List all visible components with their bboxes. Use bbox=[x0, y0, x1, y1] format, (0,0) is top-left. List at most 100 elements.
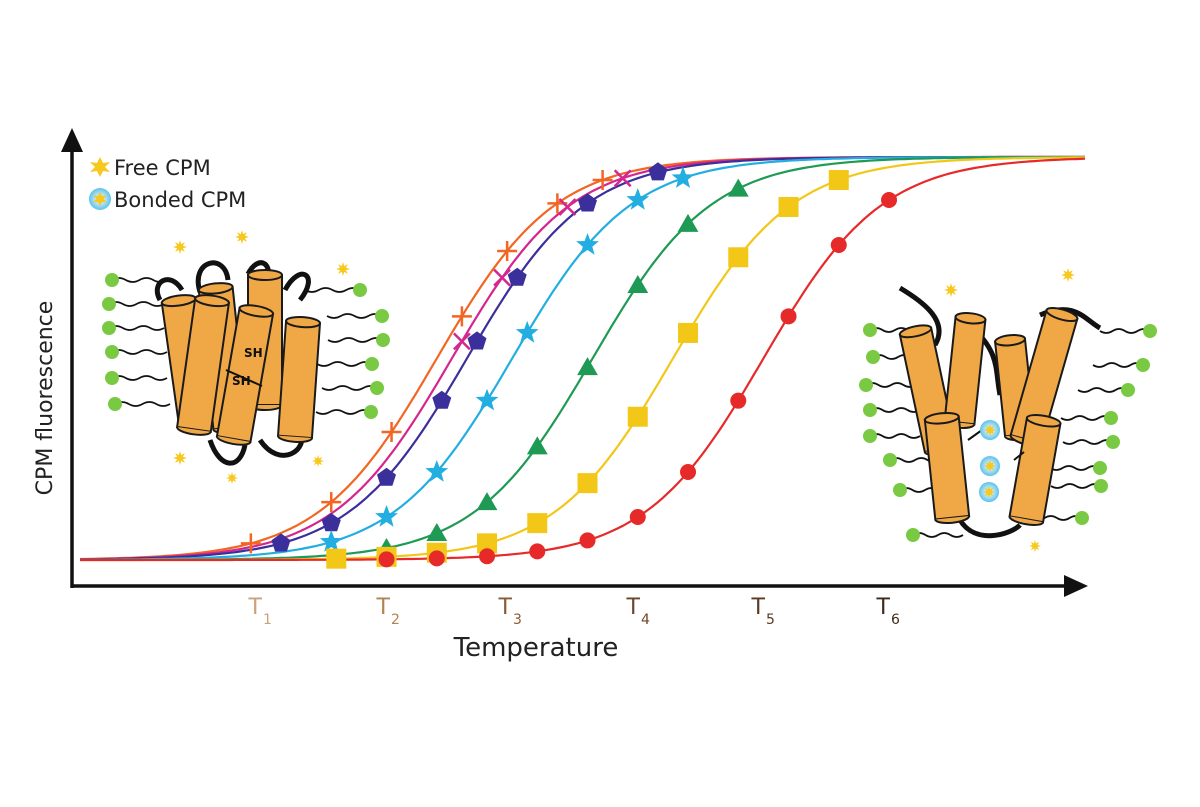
x-axis-arrow bbox=[1064, 575, 1088, 597]
lipid bbox=[906, 528, 964, 542]
tick-base: T bbox=[248, 595, 263, 620]
star-marker bbox=[576, 233, 599, 255]
star-marker bbox=[425, 460, 449, 482]
tick-base: T bbox=[626, 595, 641, 620]
tick-base: T bbox=[876, 595, 891, 620]
y-axis-label: CPM fluorescence bbox=[33, 301, 58, 496]
pentagon-marker bbox=[271, 533, 291, 552]
lipid bbox=[1060, 411, 1118, 425]
lipid bbox=[1062, 435, 1120, 449]
circle-marker bbox=[579, 532, 596, 549]
square-marker bbox=[778, 196, 799, 217]
star-marker bbox=[375, 505, 398, 527]
lipid bbox=[304, 283, 367, 297]
lipid bbox=[105, 371, 168, 385]
loop-lines bbox=[207, 439, 248, 466]
bonded-cpm-icon bbox=[980, 420, 1000, 440]
triangle-marker bbox=[426, 523, 448, 541]
triangle-marker bbox=[577, 357, 598, 376]
tick-subscript: 3 bbox=[513, 612, 522, 628]
triangle-marker bbox=[526, 436, 548, 455]
lipid bbox=[859, 378, 917, 392]
free-cpm-icon bbox=[1061, 268, 1075, 282]
x-marker bbox=[613, 169, 632, 188]
lipid bbox=[105, 273, 168, 287]
lipid bbox=[102, 297, 165, 311]
plus-marker bbox=[321, 492, 342, 513]
circle-marker bbox=[680, 463, 697, 480]
tick-subscript: 1 bbox=[263, 612, 272, 628]
circle-marker bbox=[730, 392, 747, 409]
lipid bbox=[327, 333, 390, 347]
triangle-marker bbox=[677, 213, 699, 232]
circle-marker bbox=[780, 308, 797, 325]
lipid bbox=[102, 321, 165, 335]
plus-marker bbox=[451, 306, 472, 327]
square-marker bbox=[828, 169, 849, 190]
helix-cylinder bbox=[923, 411, 971, 525]
curve-markers bbox=[240, 162, 898, 569]
lipid bbox=[315, 405, 378, 419]
tick-base: T bbox=[498, 595, 513, 620]
pentagon-marker bbox=[578, 193, 597, 212]
helix-cylinder bbox=[1008, 414, 1062, 526]
bonded-cpm-icon bbox=[89, 188, 111, 210]
lipid bbox=[1049, 461, 1107, 475]
bonded-cpm-icon bbox=[980, 456, 1000, 476]
helix-cylinder bbox=[175, 294, 231, 436]
free-cpm-icon bbox=[312, 455, 324, 467]
square-marker bbox=[678, 322, 699, 343]
lipid bbox=[1092, 358, 1150, 372]
folded-protein-illustration: SH SH bbox=[102, 230, 390, 484]
free-cpm-icon bbox=[1029, 540, 1041, 552]
circle-marker bbox=[830, 237, 847, 254]
triangle-marker bbox=[476, 492, 498, 511]
pentagon-marker bbox=[321, 513, 341, 532]
legend-bonded-cpm: Bonded CPM bbox=[114, 188, 246, 212]
helix-cylinder bbox=[276, 316, 322, 443]
legend-free-cpm: Free CPM bbox=[114, 156, 211, 180]
free-cpm-icon bbox=[226, 472, 238, 484]
lipid bbox=[321, 381, 384, 395]
star-marker bbox=[671, 166, 695, 188]
tick-subscript: 2 bbox=[391, 612, 400, 628]
circle-marker bbox=[479, 548, 496, 565]
square-marker bbox=[728, 247, 749, 268]
pentagon-marker bbox=[507, 267, 527, 286]
square-marker bbox=[527, 513, 548, 534]
lipid bbox=[1050, 479, 1108, 493]
y-axis-arrow bbox=[61, 128, 83, 152]
pentagon-marker bbox=[648, 162, 668, 181]
square-marker bbox=[627, 406, 648, 427]
bonded-cpm-icon bbox=[979, 482, 999, 502]
lipid bbox=[863, 429, 921, 443]
star-marker bbox=[626, 188, 650, 210]
tick-base: T bbox=[751, 595, 766, 620]
tick-base: T bbox=[376, 595, 391, 620]
helix-cylinder bbox=[215, 304, 275, 446]
free-cpm-star-icon bbox=[90, 157, 110, 177]
free-cpm-icon bbox=[173, 451, 187, 465]
x-marker bbox=[493, 268, 511, 287]
plus-marker bbox=[240, 533, 261, 554]
x-axis-label: Temperature bbox=[453, 633, 619, 663]
tick-subscript: 5 bbox=[766, 612, 775, 628]
legend: Free CPM Bonded CPM bbox=[89, 156, 246, 212]
tick-subscript: 6 bbox=[891, 612, 900, 628]
lipid bbox=[1077, 383, 1135, 397]
tick-subscript: 4 bbox=[641, 612, 650, 628]
circle-marker bbox=[629, 509, 646, 526]
sh-label: SH bbox=[244, 346, 263, 360]
free-cpm-icon bbox=[944, 283, 958, 297]
lipid bbox=[326, 309, 389, 323]
star-marker bbox=[475, 388, 499, 411]
plus-marker bbox=[381, 422, 402, 443]
triangle-marker bbox=[727, 178, 749, 197]
free-cpm-icon bbox=[235, 230, 249, 244]
